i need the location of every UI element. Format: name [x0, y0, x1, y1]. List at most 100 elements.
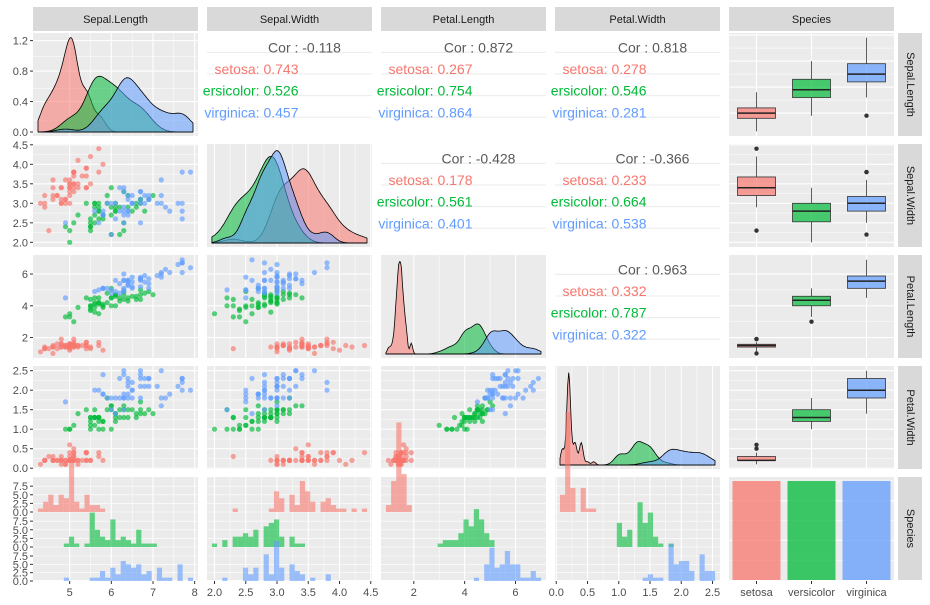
point-versicolor — [71, 319, 77, 325]
point-virginica — [125, 375, 131, 382]
hist-bar-setosa — [559, 494, 566, 512]
point-virginica — [179, 387, 185, 393]
point-setosa — [305, 442, 311, 448]
point-versicolor — [100, 426, 106, 432]
point-virginica — [92, 288, 98, 295]
point-setosa — [311, 344, 318, 350]
point-virginica — [286, 273, 293, 279]
point-virginica — [121, 407, 127, 413]
point-versicolor — [125, 407, 131, 413]
point-setosa — [96, 450, 102, 456]
strip-right-label: Petal.Length — [904, 276, 916, 338]
hist-bar-virginica — [110, 567, 116, 581]
point-versicolor — [92, 204, 98, 210]
hist-bar-virginica — [162, 577, 168, 581]
point-versicolor — [92, 295, 98, 301]
point-setosa — [293, 344, 299, 350]
hist-bar-versicolor — [458, 533, 464, 547]
hist-bar-versicolor — [253, 529, 259, 547]
point-virginica — [129, 192, 135, 199]
outlier — [864, 232, 869, 237]
point-versicolor — [472, 418, 478, 424]
count-tick-label: 0.0 — [13, 507, 28, 519]
point-versicolor — [150, 292, 156, 298]
point-virginica — [249, 257, 255, 263]
hist-bar-versicolor — [621, 536, 628, 547]
point-virginica — [112, 200, 119, 206]
point-versicolor — [96, 295, 102, 301]
strip-top-label: Sepal.Width — [260, 14, 319, 26]
point-versicolor — [125, 204, 131, 210]
point-virginica — [495, 391, 501, 397]
box-versicolor — [792, 409, 831, 422]
point-versicolor — [236, 422, 243, 428]
point-virginica — [293, 276, 299, 282]
point-setosa — [100, 347, 106, 353]
hist-bar-versicolor — [627, 529, 633, 547]
point-setosa — [305, 457, 311, 463]
hist-bar-setosa — [89, 505, 95, 512]
point-setosa — [96, 339, 102, 345]
point-virginica — [179, 200, 185, 206]
point-virginica — [100, 208, 106, 214]
point-setosa — [50, 177, 56, 183]
hist-bar-setosa — [232, 508, 238, 512]
point-setosa — [336, 457, 343, 463]
point-setosa — [286, 457, 293, 463]
hist-bar-virginica — [289, 564, 295, 581]
hist-bar-versicolor — [211, 543, 218, 547]
point-virginica — [142, 200, 148, 206]
point-virginica — [146, 281, 152, 287]
point-setosa — [403, 453, 409, 460]
x-tick-label: 4.5 — [363, 587, 378, 599]
hist-bar-virginica — [530, 571, 536, 581]
point-virginica — [104, 395, 110, 401]
hist-bar-versicolor — [146, 543, 152, 547]
point-versicolor — [268, 298, 274, 304]
x-tick-label: 4 — [462, 587, 468, 599]
point-virginica — [249, 411, 255, 417]
point-versicolor — [108, 204, 114, 210]
point-versicolor — [92, 414, 98, 421]
point-versicolor — [87, 224, 94, 230]
point-virginica — [274, 387, 280, 393]
point-versicolor — [112, 303, 119, 309]
point-versicolor — [92, 220, 98, 226]
point-versicolor — [62, 426, 69, 432]
count-tick-label: 5.0 — [13, 490, 28, 502]
point-setosa — [361, 450, 368, 456]
point-setosa — [50, 453, 56, 460]
point-setosa — [71, 189, 77, 195]
count-tick-label: 7.5 — [13, 516, 28, 528]
hist-bar-virginica — [699, 554, 705, 581]
point-virginica — [261, 383, 268, 389]
point-virginica — [146, 196, 152, 202]
point-virginica — [117, 208, 123, 214]
hist-bar-setosa — [279, 498, 285, 512]
hist-bar-virginica — [89, 577, 95, 581]
hist-bar-versicolor — [151, 543, 157, 547]
point-setosa — [37, 349, 44, 355]
point-virginica — [280, 395, 286, 401]
point-versicolor — [71, 220, 77, 226]
point-setosa — [54, 346, 60, 352]
point-virginica — [137, 200, 144, 206]
y-tick-label: 4 — [22, 301, 28, 313]
point-virginica — [299, 375, 305, 382]
point-virginica — [311, 368, 318, 374]
hist-bar-setosa — [351, 508, 357, 512]
x-tick-label: 1.5 — [642, 587, 657, 599]
point-virginica — [146, 276, 152, 282]
point-virginica — [121, 271, 127, 277]
point-versicolor — [87, 307, 94, 314]
point-setosa — [75, 342, 81, 349]
point-versicolor — [117, 414, 123, 421]
point-virginica — [324, 387, 330, 393]
point-versicolor — [92, 212, 98, 218]
point-virginica — [243, 295, 249, 301]
hist-bar-virginica — [146, 571, 152, 581]
point-versicolor — [255, 426, 261, 432]
point-versicolor — [274, 399, 280, 405]
hist-bar-virginica — [299, 574, 306, 581]
point-versicolor — [249, 418, 255, 424]
